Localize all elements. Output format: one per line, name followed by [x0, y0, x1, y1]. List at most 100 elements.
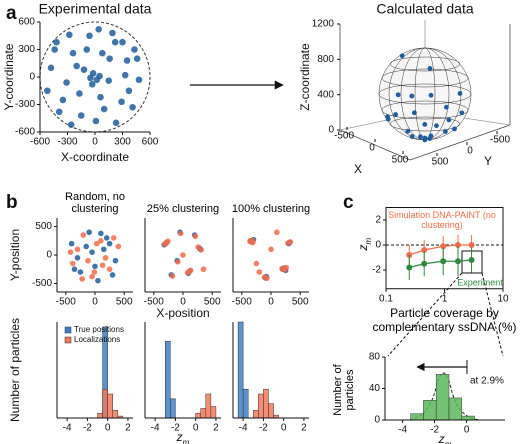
data-point — [102, 255, 109, 261]
legend-label: Localizations — [74, 335, 120, 344]
data-point — [69, 49, 77, 57]
x-tick-label: -4 — [151, 423, 160, 434]
data-point — [106, 266, 113, 273]
x-tick-label: -2 — [259, 423, 268, 434]
y-tick-label: 500 — [35, 221, 52, 232]
histogram-bar — [263, 388, 269, 419]
data-point — [385, 116, 391, 122]
data-point — [47, 64, 55, 72]
x-tick-label: 0 — [193, 423, 199, 434]
histogram-bar — [165, 340, 171, 419]
x-tick-label: -500 — [56, 297, 76, 308]
data-point — [99, 49, 106, 57]
data-point — [73, 62, 80, 70]
data-point — [99, 262, 106, 269]
data-point — [443, 129, 448, 134]
data-point — [452, 126, 457, 132]
data-point — [395, 92, 401, 98]
panel-label: a — [6, 3, 17, 24]
y-tick-label: 600 — [18, 17, 35, 28]
data-point — [123, 57, 131, 64]
data-point — [468, 242, 475, 248]
data-point — [77, 112, 85, 119]
data-point — [87, 74, 94, 82]
data-point — [80, 232, 87, 238]
x-tick-label: 0.1 — [379, 293, 393, 304]
x-tick-label: -2 — [430, 425, 439, 436]
x-tick-label: -4 — [239, 423, 248, 434]
chart-title: Experimental data — [39, 1, 152, 17]
data-point — [93, 240, 100, 247]
data-point — [109, 272, 116, 278]
legend-label: Simulation DNA-PAINT (no clustering) — [388, 209, 496, 230]
y-tick-label: -600 — [15, 127, 35, 138]
x-axis-label: X — [354, 162, 362, 176]
histogram-bar — [423, 400, 437, 421]
data-point — [421, 260, 428, 267]
x-tick-label: 2 — [213, 423, 219, 434]
data-point — [74, 246, 81, 253]
data-point — [434, 123, 439, 129]
region-border — [39, 21, 151, 133]
z-tick-label: 1200 — [312, 19, 335, 30]
data-point — [131, 46, 138, 53]
y-tick-label: 0 — [375, 240, 381, 251]
data-point — [428, 92, 434, 98]
data-point — [83, 46, 91, 53]
histogram-bar — [253, 410, 259, 419]
data-point — [69, 260, 76, 267]
x-tick-label: 0 — [92, 137, 98, 148]
x-tick-label: 1 — [442, 293, 448, 304]
data-point — [440, 243, 447, 250]
data-point — [105, 77, 113, 84]
data-point — [119, 38, 126, 46]
x-axis-label: X-position — [156, 306, 209, 320]
x-tick-label: 0 — [281, 423, 287, 434]
x-tick-label: -300 — [57, 137, 77, 148]
x-axis-label-subscript: m — [445, 440, 452, 444]
data-point — [91, 269, 98, 275]
histogram-bar — [237, 321, 244, 419]
data-point — [399, 53, 405, 59]
data-point — [63, 79, 70, 86]
data-point — [115, 243, 122, 250]
y-tick-label: 40 — [369, 383, 381, 394]
data-point — [100, 246, 107, 253]
data-point — [468, 257, 475, 263]
data-point — [440, 258, 447, 265]
y-axis-label: Number of particles — [8, 318, 22, 422]
y-axis-label: zm — [356, 237, 372, 251]
x-tick-label: 500 — [116, 297, 133, 308]
x-tick-label: 500 — [292, 297, 309, 308]
x-tick-label: -500 — [232, 297, 252, 308]
data-point — [422, 137, 428, 143]
data-point — [71, 266, 78, 273]
y-tick-label: -300 — [15, 99, 35, 110]
data-point — [100, 105, 108, 113]
histogram-bar — [268, 403, 274, 419]
x-axis-label-text: X-coordinate — [61, 150, 129, 164]
panel-title: Random, no clustering — [65, 191, 125, 215]
x-tick-label: 0 — [105, 423, 111, 434]
data-point — [67, 121, 75, 128]
data-point — [92, 263, 98, 270]
x-tick-label: 0 — [92, 297, 98, 308]
data-point — [59, 96, 67, 104]
histogram-bar — [242, 388, 249, 419]
data-point — [66, 31, 73, 39]
data-point — [125, 87, 133, 95]
data-point — [422, 122, 428, 127]
data-point — [274, 229, 280, 236]
sphere-frame — [339, 20, 511, 161]
data-point — [103, 235, 110, 241]
data-point — [89, 273, 95, 280]
data-point — [89, 249, 95, 255]
histogram-bar — [170, 398, 176, 419]
data-point — [44, 87, 51, 95]
y-axis-label: Y — [484, 154, 492, 168]
connector — [387, 272, 463, 357]
data-point — [51, 46, 58, 53]
data-point — [268, 246, 274, 253]
connector — [481, 272, 504, 357]
